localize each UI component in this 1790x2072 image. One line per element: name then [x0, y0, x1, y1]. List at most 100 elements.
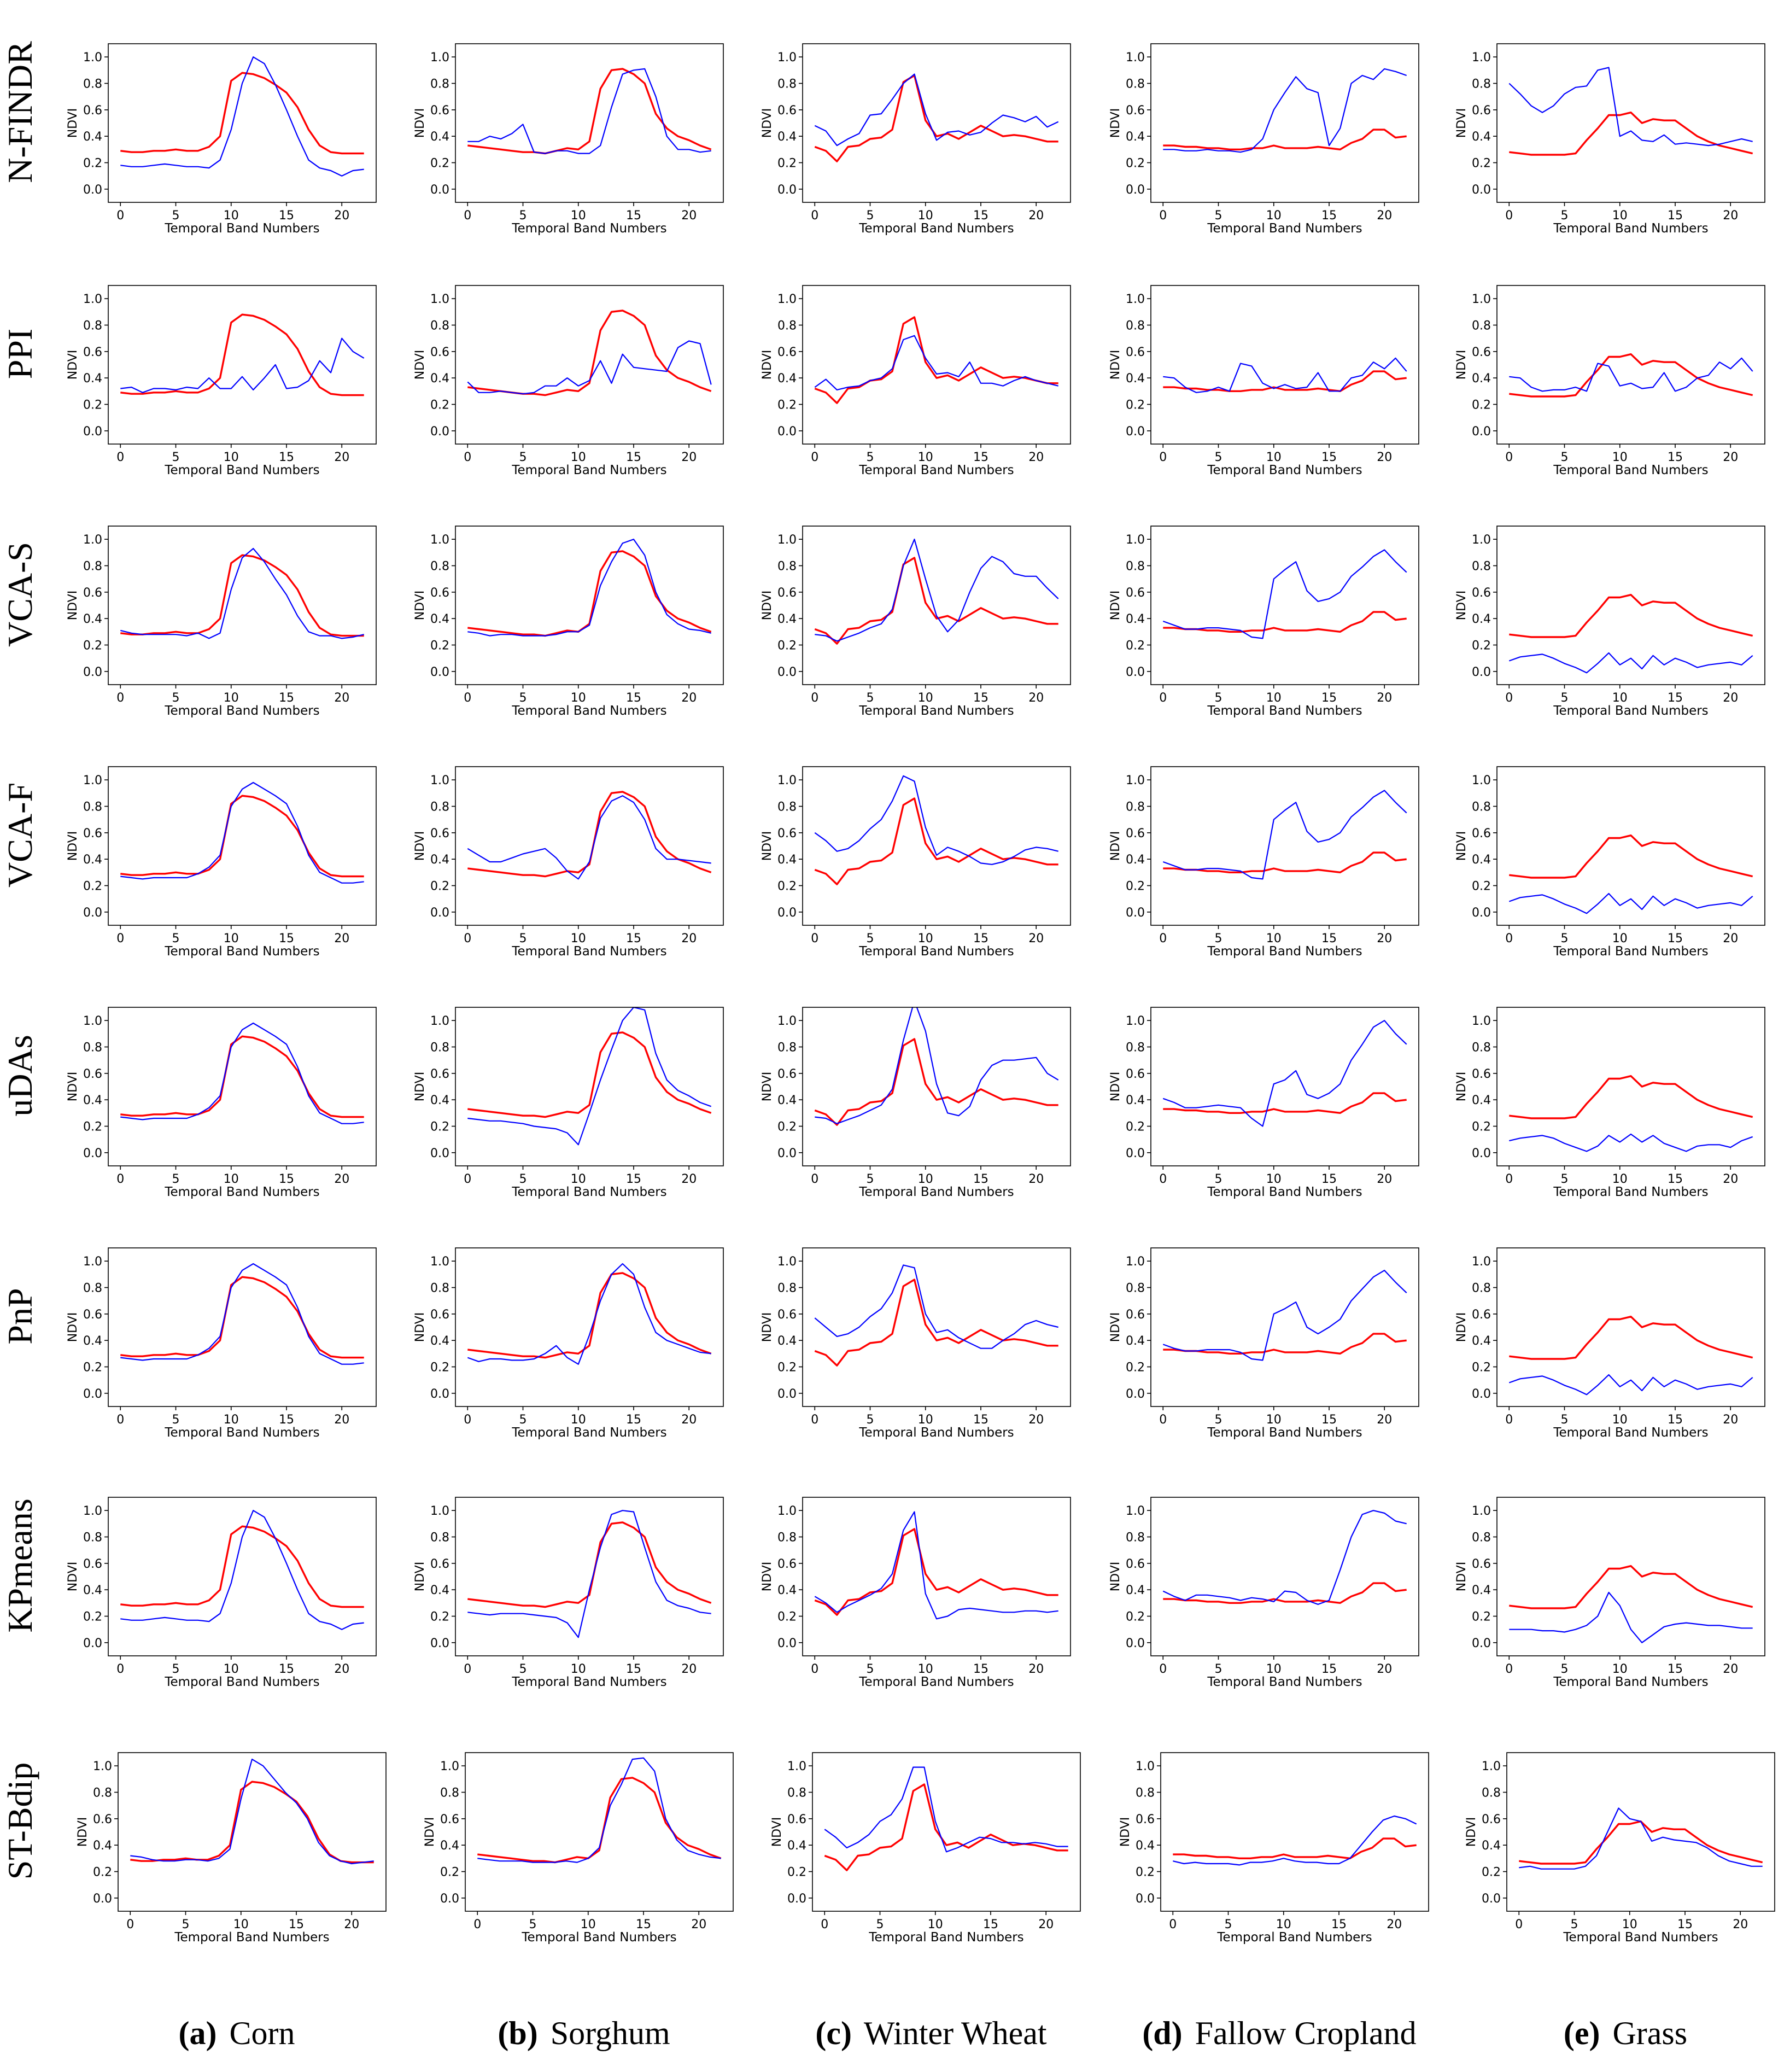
y-axis-label: NDVI [761, 1072, 774, 1102]
y-axis-label: NDVI [66, 350, 80, 380]
x-tick-label: 0 [1159, 451, 1167, 464]
y-axis-label: NDVI [1109, 1562, 1122, 1592]
x-tick-label: 5 [172, 691, 180, 705]
y-tick-label: 1.0 [1126, 774, 1145, 787]
x-tick-label: 20 [681, 691, 697, 705]
y-tick-label: 0.6 [1472, 586, 1491, 600]
y-tick-label: 0.0 [440, 1892, 459, 1906]
panel-st-bdip-fallow-cropland: 0.0 0.2 0.4 0.6 0.8 1.0 0 5 10 15 20 Temporal Band … [1119, 1752, 1429, 1945]
x-axis-label: Temporal Band Numbers [521, 1930, 676, 1945]
x-tick-label: 10 [1622, 1918, 1637, 1931]
y-tick-label: 0.8 [777, 1531, 797, 1545]
y-tick-label: 1.0 [777, 774, 797, 787]
panel-st-bdip-corn: 0.0 0.2 0.4 0.6 0.8 1.0 0 5 10 15 20 Temporal Band … [76, 1752, 387, 1945]
x-tick-label: 10 [1612, 1413, 1628, 1427]
series-line-estimated [1173, 1815, 1417, 1866]
y-tick-label: 0.2 [1472, 1610, 1491, 1624]
x-tick-label: 0 [811, 1662, 818, 1676]
y-tick-label: 0.8 [1136, 1787, 1155, 1800]
panel-vca-s-winter-wheat: 0.0 0.2 0.4 0.6 0.8 1.0 0 5 10 15 20 Temporal Band … [761, 526, 1071, 718]
panel-st-bdip-sorghum: 0.0 0.2 0.4 0.6 0.8 1.0 0 5 10 15 20 Temporal Band … [423, 1752, 734, 1945]
y-tick-label: 0.2 [1126, 1610, 1145, 1624]
x-tick-label: 0 [1159, 932, 1167, 945]
panel-vca-f-grass: 0.0 0.2 0.4 0.6 0.8 1.0 0 5 10 15 20 Temporal Band … [1455, 766, 1765, 959]
series-line-reference [1163, 851, 1407, 874]
x-tick-label: 5 [867, 1172, 874, 1186]
y-tick-label: 0.4 [777, 1334, 797, 1348]
caption-sorghum: (b) Sorghum [498, 2015, 670, 2051]
y-tick-label: 0.0 [1472, 906, 1491, 920]
panel-ppi-corn: 0.0 0.2 0.4 0.6 0.8 1.0 0 5 10 15 20 Temporal Band … [66, 285, 377, 477]
series-line-reference [467, 1272, 712, 1359]
x-tick-label: 5 [1561, 932, 1569, 945]
y-tick-label: 0.0 [430, 666, 449, 679]
x-tick-label: 0 [464, 451, 471, 464]
y-tick-label: 0.8 [1472, 560, 1491, 574]
y-tick-label: 0.4 [83, 1584, 102, 1597]
caption-letter: (e) [1564, 2015, 1600, 2051]
axes-frame [1496, 1247, 1765, 1407]
axes-frame [1496, 1007, 1765, 1166]
x-tick-label: 0 [1505, 1172, 1513, 1186]
series-line-reference [1509, 834, 1753, 879]
y-tick-label: 0.8 [1126, 1531, 1145, 1545]
y-tick-label: 0.0 [777, 425, 797, 439]
y-tick-label: 0.6 [1472, 827, 1491, 841]
series-line-estimated [1508, 67, 1753, 147]
y-tick-label: 0.0 [787, 1892, 806, 1906]
y-tick-label: 0.2 [430, 880, 449, 894]
x-tick-label: 10 [918, 451, 933, 464]
x-tick-label: 10 [1266, 1662, 1282, 1676]
y-tick-label: 0.4 [1126, 853, 1145, 867]
x-tick-label: 10 [1266, 691, 1282, 705]
y-tick-label: 1.0 [83, 533, 102, 547]
y-tick-label: 0.2 [1472, 1120, 1491, 1134]
x-tick-label: 5 [172, 932, 180, 945]
x-tick-label: 20 [1723, 209, 1738, 223]
axes-frame [802, 43, 1071, 203]
y-axis-label: NDVI [1455, 831, 1469, 861]
x-axis-label: Temporal Band Numbers [511, 221, 666, 236]
x-axis-label: Temporal Band Numbers [164, 221, 319, 236]
y-tick-label: 1.0 [430, 1504, 449, 1518]
x-tick-label: 20 [1038, 1918, 1054, 1931]
x-tick-label: 0 [464, 691, 471, 705]
y-tick-label: 1.0 [430, 1255, 449, 1269]
y-tick-label: 0.8 [430, 1531, 449, 1545]
y-tick-label: 0.4 [430, 372, 449, 386]
y-tick-label: 0.6 [83, 1557, 102, 1571]
y-axis-label: NDVI [761, 350, 774, 380]
x-tick-label: 0 [464, 1413, 471, 1427]
x-tick-label: 20 [681, 1662, 697, 1676]
y-tick-label: 0.2 [1472, 639, 1491, 653]
y-tick-label: 0.0 [83, 1637, 102, 1650]
y-tick-label: 0.8 [1472, 319, 1491, 333]
y-tick-label: 0.0 [83, 425, 102, 439]
x-tick-label: 10 [224, 1413, 239, 1427]
x-tick-label: 10 [224, 209, 239, 223]
series-line-estimated [1509, 1133, 1753, 1152]
x-axis-label: Temporal Band Numbers [1207, 1426, 1362, 1440]
x-tick-label: 10 [571, 1172, 586, 1186]
x-axis-label: Temporal Band Numbers [858, 221, 1014, 236]
y-tick-label: 0.8 [787, 1787, 806, 1800]
x-tick-label: 10 [233, 1918, 249, 1931]
x-tick-label: 0 [1159, 1413, 1167, 1427]
series-line-estimated [467, 68, 711, 154]
y-tick-label: 0.6 [1126, 346, 1145, 359]
x-tick-label: 5 [867, 932, 874, 945]
y-tick-label: 0.2 [1472, 399, 1491, 412]
x-tick-label: 10 [224, 451, 239, 464]
y-axis-label: NDVI [66, 831, 80, 861]
y-tick-label: 1.0 [777, 1255, 797, 1269]
x-tick-label: 15 [626, 1172, 641, 1186]
y-tick-label: 0.0 [430, 1147, 449, 1160]
y-axis-label: NDVI [1109, 1312, 1122, 1343]
panel-ppi-grass: 0.0 0.2 0.4 0.6 0.8 1.0 0 5 10 15 20 Temporal Band … [1455, 285, 1765, 477]
series-line-reference [1173, 1837, 1417, 1860]
y-tick-label: 0.8 [1126, 78, 1145, 91]
y-tick-label: 1.0 [83, 1014, 102, 1028]
series-line-reference [467, 791, 712, 878]
series-line-reference [1163, 129, 1407, 150]
